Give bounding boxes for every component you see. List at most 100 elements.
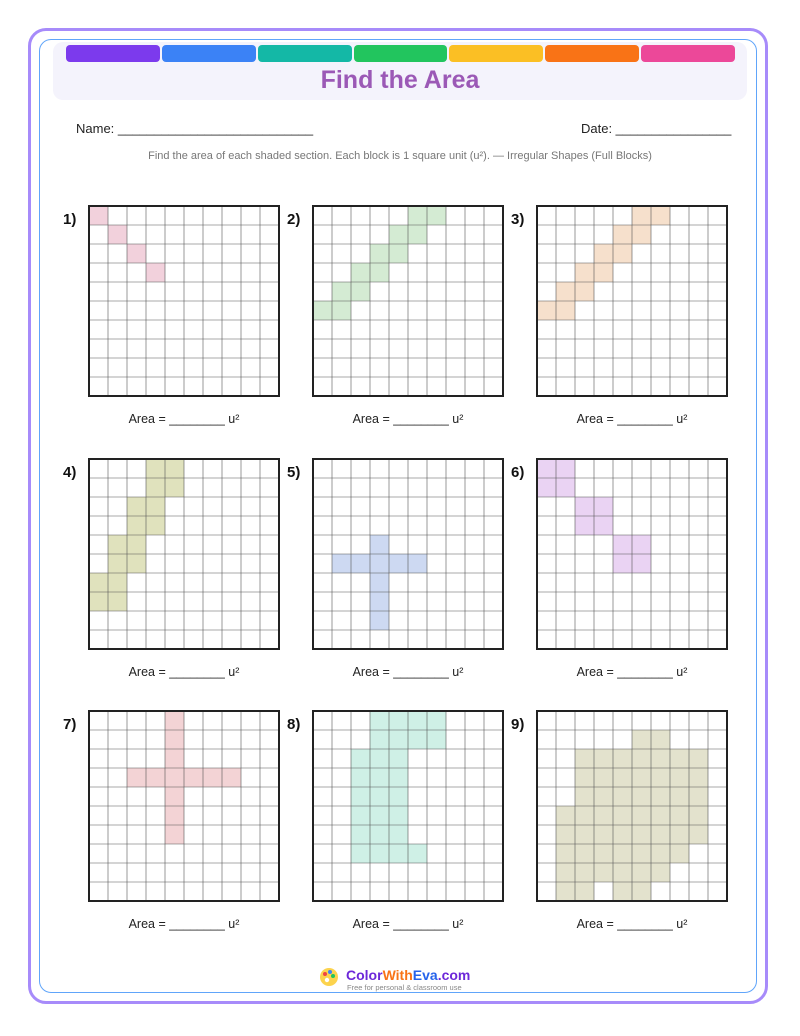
area-answer-field[interactable]: Area = ________ u² — [128, 917, 240, 931]
area-answer-field[interactable]: Area = ________ u² — [352, 412, 464, 426]
shaded-cell — [556, 825, 575, 844]
area-grid — [88, 458, 280, 650]
shaded-cell — [127, 768, 146, 787]
page-title: Find the Area — [320, 66, 480, 94]
shaded-cell — [351, 554, 370, 573]
shaded-cell — [370, 768, 389, 787]
shaded-cell — [165, 711, 184, 730]
shaded-cell — [184, 768, 203, 787]
shaded-cell — [651, 825, 670, 844]
problem-number: 3) — [511, 211, 525, 228]
area-answer-field[interactable]: Area = ________ u² — [576, 665, 688, 679]
area-answer-field[interactable]: Area = ________ u² — [352, 917, 464, 931]
shaded-cell — [351, 768, 370, 787]
area-grid — [88, 710, 280, 902]
shaded-cell — [632, 768, 651, 787]
area-grid — [312, 710, 504, 902]
shaded-cell — [351, 825, 370, 844]
shaded-cell — [632, 225, 651, 244]
shaded-cell — [108, 573, 127, 592]
shaded-cell — [632, 863, 651, 882]
shaded-cell — [389, 244, 408, 263]
area-answer-field[interactable]: Area = ________ u² — [352, 665, 464, 679]
shaded-cell — [146, 263, 165, 282]
shaded-cell — [408, 844, 427, 863]
shaded-cell — [670, 787, 689, 806]
shaded-cell — [370, 806, 389, 825]
shaded-cell — [370, 573, 389, 592]
shaded-cell — [632, 882, 651, 901]
shaded-cell — [146, 516, 165, 535]
shaded-cell — [370, 244, 389, 263]
shaded-cell — [594, 244, 613, 263]
shaded-cell — [408, 554, 427, 573]
shaded-cell — [556, 806, 575, 825]
shaded-cell — [370, 749, 389, 768]
shaded-cell — [351, 787, 370, 806]
shaded-cell — [575, 863, 594, 882]
shaded-cell — [613, 244, 632, 263]
shaded-cell — [127, 244, 146, 263]
shaded-cell — [575, 787, 594, 806]
brand-logo-text[interactable]: ColorWithEva.com — [346, 967, 470, 983]
color-stripe — [66, 45, 160, 62]
shaded-cell — [651, 787, 670, 806]
shaded-cell — [575, 882, 594, 901]
footer-tagline: Free for personal & classroom use — [347, 983, 462, 992]
shaded-cell — [689, 825, 708, 844]
area-answer-field[interactable]: Area = ________ u² — [128, 665, 240, 679]
shaded-cell — [165, 825, 184, 844]
shaded-cell — [651, 844, 670, 863]
shaded-cell — [127, 516, 146, 535]
shaded-cell — [127, 497, 146, 516]
color-stripe — [545, 45, 640, 62]
shaded-cell — [165, 768, 184, 787]
shaded-cell — [594, 844, 613, 863]
shaded-cell — [313, 301, 332, 320]
shaded-cell — [613, 554, 632, 573]
shaded-cell — [408, 225, 427, 244]
grid-border — [88, 710, 280, 902]
shaded-cell — [351, 749, 370, 768]
shaded-cell — [165, 806, 184, 825]
instructions-text: Find the area of each shaded section. Ea… — [148, 150, 652, 162]
shaded-cell — [370, 554, 389, 573]
color-stripe — [641, 45, 735, 62]
shaded-cell — [427, 206, 446, 225]
shaded-cell — [165, 749, 184, 768]
shaded-cell — [127, 554, 146, 573]
brand-part-with: With — [382, 967, 413, 983]
shaded-cell — [146, 768, 165, 787]
shaded-cell — [556, 459, 575, 478]
shaded-cell — [575, 768, 594, 787]
shaded-cell — [632, 206, 651, 225]
shaded-cell — [332, 282, 351, 301]
area-answer-field[interactable]: Area = ________ u² — [576, 412, 688, 426]
area-answer-field[interactable]: Area = ________ u² — [128, 412, 240, 426]
shaded-cell — [613, 225, 632, 244]
area-grid — [312, 458, 504, 650]
shaded-cell — [632, 535, 651, 554]
problem-number: 1) — [63, 211, 77, 228]
shaded-cell — [670, 825, 689, 844]
shaded-cell — [613, 882, 632, 901]
shaded-cell — [575, 825, 594, 844]
date-field[interactable]: Date: ________________ — [581, 121, 732, 136]
shaded-cell — [594, 749, 613, 768]
shaded-cell — [594, 787, 613, 806]
shaded-cell — [370, 844, 389, 863]
shaded-cell — [389, 787, 408, 806]
shaded-cell — [537, 459, 556, 478]
outer-border — [28, 28, 768, 1004]
shaded-cell — [575, 806, 594, 825]
area-answer-field[interactable]: Area = ________ u² — [576, 917, 688, 931]
name-field[interactable]: Name: ___________________________ — [76, 121, 314, 136]
grid-border — [312, 205, 504, 397]
shaded-cell — [108, 225, 127, 244]
shaded-cell — [165, 478, 184, 497]
color-stripe — [257, 45, 352, 62]
area-grid — [88, 205, 280, 397]
shaded-cell — [389, 225, 408, 244]
shaded-cell — [146, 478, 165, 497]
brand-part-eva: Eva — [412, 967, 438, 983]
